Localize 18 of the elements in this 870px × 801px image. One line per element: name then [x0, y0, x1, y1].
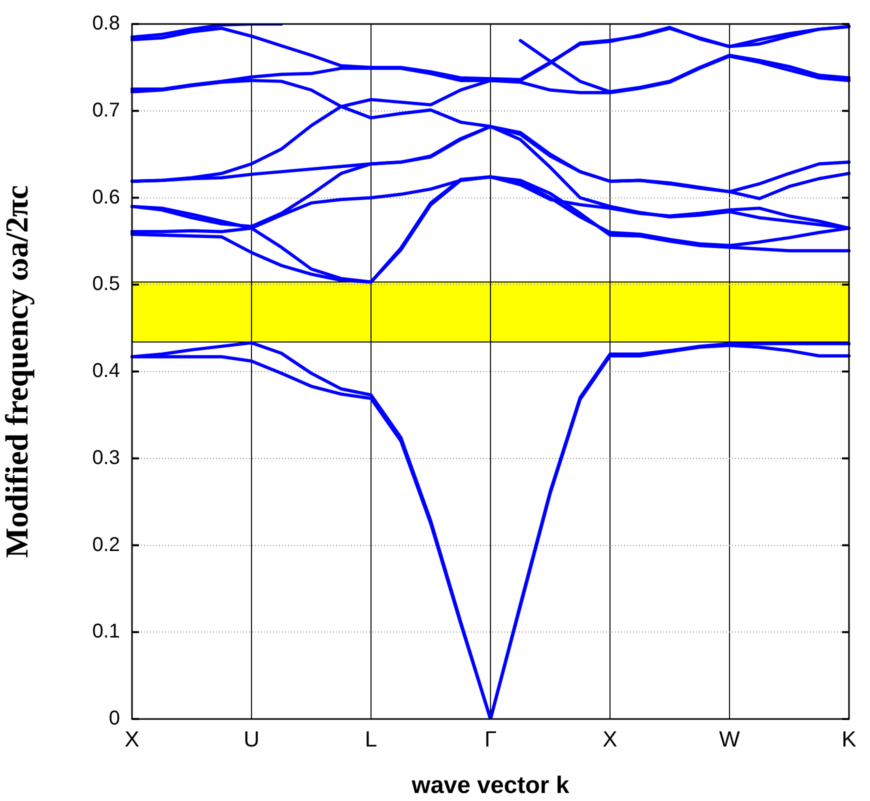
x-tick-label: W — [719, 726, 740, 752]
y-tick-label: 0.5 — [92, 273, 120, 296]
x-tick-label: X — [602, 726, 618, 752]
x-tick-label: L — [364, 726, 378, 752]
x-tick-label: Γ — [484, 726, 497, 752]
y-tick-label: 0.2 — [92, 534, 120, 556]
y-tick-label: 0.3 — [92, 446, 120, 469]
y-tick-label: 0.8 — [92, 12, 120, 35]
y-axis-title: Modified frequency ωa/2πc — [0, 185, 34, 558]
y-tick-label: 0.7 — [92, 99, 120, 122]
y-tick-label: 0 — [108, 708, 120, 730]
y-tick-label: 0.4 — [92, 360, 120, 382]
x-tick-label: K — [842, 726, 857, 752]
x-tick-label: X — [124, 726, 140, 752]
y-tick-label: 0.1 — [92, 620, 120, 643]
x-axis-title: wave vector k — [410, 772, 570, 800]
y-tick-label: 0.6 — [92, 186, 120, 208]
x-tick-label: U — [244, 726, 260, 752]
